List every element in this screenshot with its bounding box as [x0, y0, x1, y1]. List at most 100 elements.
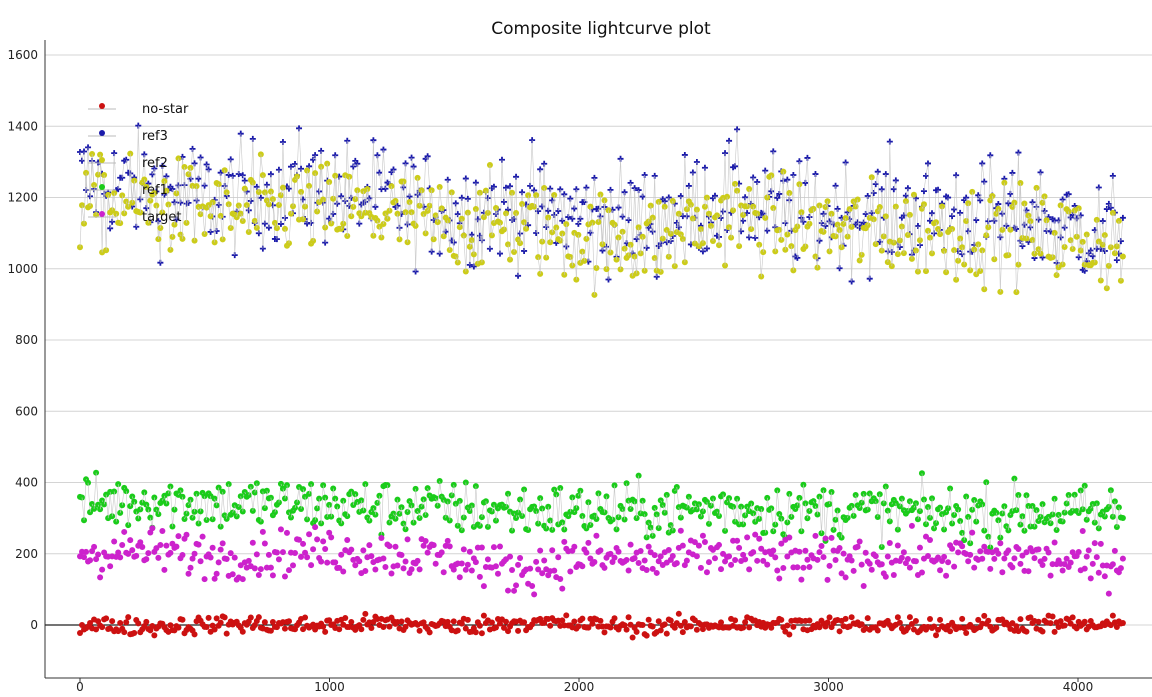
- series-connector: [887, 141, 891, 252]
- data-point: [884, 553, 891, 560]
- series-connector: [336, 176, 340, 204]
- data-point: [123, 156, 130, 163]
- data-point: [693, 506, 700, 513]
- data-point: [300, 540, 307, 547]
- series-connector: [453, 203, 457, 243]
- series-connector: [827, 201, 830, 252]
- data-point: [372, 566, 379, 573]
- series-connector: [222, 170, 225, 240]
- series-connector: [397, 213, 400, 240]
- data-point: [786, 631, 793, 638]
- series-connector: [431, 190, 434, 240]
- series-connector: [734, 498, 738, 522]
- data-point: [332, 559, 339, 566]
- data-point: [625, 567, 632, 574]
- data-point: [143, 618, 150, 625]
- data-point: [159, 527, 166, 534]
- data-point: [509, 567, 516, 574]
- data-point: [943, 572, 950, 579]
- series-connector: [93, 472, 97, 509]
- data-point: [985, 617, 992, 624]
- series-connector: [764, 497, 768, 533]
- series-connector: [911, 194, 915, 259]
- series-connector: [931, 223, 935, 254]
- series-connector: [973, 499, 977, 522]
- data-point: [760, 557, 767, 564]
- data-point: [93, 626, 100, 633]
- series-connector: [869, 177, 873, 218]
- data-point: [687, 623, 694, 630]
- data-point: [681, 618, 688, 625]
- series-connector: [547, 188, 551, 211]
- series-connector: [483, 190, 487, 218]
- series-connector: [893, 206, 897, 243]
- data-point: [1119, 514, 1126, 521]
- series-connector: [1022, 203, 1025, 239]
- series-connector: [463, 235, 467, 272]
- data-point: [269, 572, 276, 579]
- series-connector: [83, 172, 87, 224]
- series-connector: [799, 497, 802, 532]
- series-connector: [981, 504, 985, 531]
- data-point: [902, 192, 909, 199]
- data-point: [1101, 573, 1108, 580]
- series-connector: [1058, 205, 1061, 268]
- data-point: [205, 614, 212, 621]
- data-point: [255, 614, 262, 621]
- data-point: [261, 619, 268, 626]
- series-connector: [756, 213, 760, 245]
- data-point: [683, 557, 690, 564]
- series-connector: [674, 203, 678, 223]
- data-point: [1027, 614, 1034, 621]
- series-connector: [921, 473, 925, 500]
- series-connector: [99, 154, 103, 253]
- series-connector: [318, 166, 322, 203]
- series-connector: [437, 186, 440, 223]
- series-connector: [606, 496, 609, 518]
- series-connector: [670, 200, 674, 234]
- data-point: [633, 628, 640, 635]
- series-connector: [425, 488, 428, 516]
- series-connector: [791, 174, 794, 231]
- series-connector: [1000, 213, 1003, 238]
- data-point: [597, 547, 604, 554]
- data-point: [131, 630, 138, 637]
- series-connector: [913, 194, 917, 251]
- series-connector: [296, 176, 300, 220]
- series-connector: [288, 166, 292, 189]
- data-point: [945, 622, 952, 629]
- series-connector: [614, 224, 617, 260]
- data-point: [1039, 562, 1046, 569]
- data-point: [328, 534, 335, 541]
- series-connector: [437, 221, 440, 254]
- series-connector: [1006, 203, 1009, 226]
- series-connector: [111, 491, 115, 517]
- data-point: [1091, 540, 1098, 547]
- data-point: [386, 543, 393, 550]
- data-point: [505, 628, 512, 635]
- data-point: [798, 576, 805, 583]
- data-point: [842, 574, 849, 581]
- data-point: [1019, 552, 1026, 559]
- data-point: [308, 562, 315, 569]
- series-connector: [509, 511, 513, 531]
- series-connector: [879, 189, 883, 242]
- series-connector: [288, 213, 292, 244]
- series-connector: [256, 483, 260, 521]
- data-point: [595, 205, 602, 212]
- data-point: [492, 563, 499, 570]
- series-connector: [449, 220, 453, 241]
- series-connector: [570, 198, 573, 219]
- series-connector: [927, 163, 931, 221]
- data-point: [868, 566, 875, 573]
- series-connector: [781, 171, 784, 240]
- series-connector: [433, 215, 436, 240]
- data-point: [185, 570, 192, 577]
- series-connector: [724, 502, 728, 531]
- series-connector: [113, 153, 117, 191]
- series-connector: [1082, 485, 1086, 510]
- data-point: [537, 547, 544, 554]
- series-connector: [531, 140, 535, 191]
- series-connector: [449, 495, 453, 521]
- data-point: [947, 628, 954, 635]
